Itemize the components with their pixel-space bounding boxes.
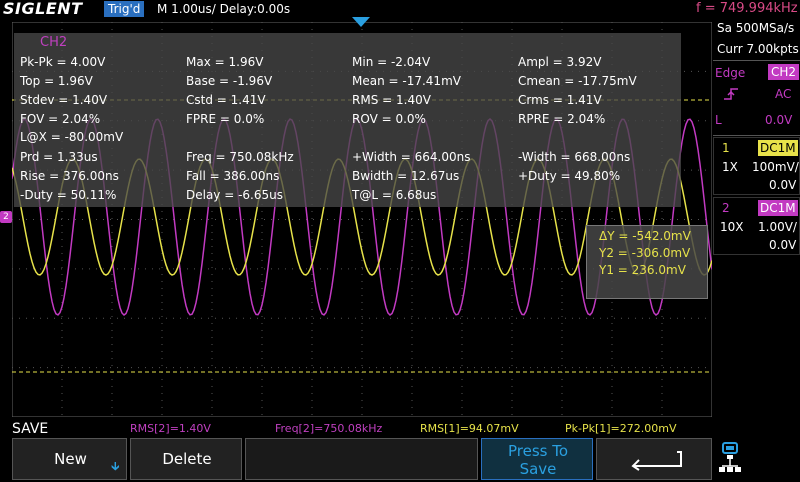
- ch1-offset: 0.0V: [769, 178, 797, 192]
- measurement-value: Mean = -17.41mV: [352, 74, 461, 88]
- return-arrow-icon: [631, 451, 682, 471]
- measurement-value: Cmean = -17.75mV: [518, 74, 637, 88]
- status-measure-4: Pk-Pk[1]=272.00mV: [565, 422, 677, 435]
- press-to-save-label: Press To Save: [507, 442, 569, 478]
- cursor-y1: Y1 = 236.0mV: [599, 263, 686, 277]
- network-usb-status-icon: [716, 440, 746, 478]
- ch2-coupling: DC1M: [758, 200, 798, 216]
- delete-label: Delete: [162, 450, 212, 468]
- measurement-value: Delay = -6.65us: [186, 188, 284, 202]
- sample-rate: Sa 500MSa/s: [717, 21, 795, 35]
- new-button[interactable]: New 🡳: [12, 438, 127, 480]
- trigger-level-label: L: [715, 113, 722, 127]
- grid-lines: [12, 22, 712, 417]
- measurement-value: FOV = 2.04%: [20, 112, 101, 126]
- measurement-value: Ampl = 3.92V: [518, 55, 602, 69]
- measurement-value: Rise = 376.00ns: [20, 169, 119, 183]
- ch2-settings[interactable]: 2 DC1M 10X 1.00V/ 0.0V: [713, 197, 800, 255]
- measurement-value: Prd = 1.33us: [20, 150, 98, 164]
- cursor-y2: Y2 = -306.0mV: [599, 246, 691, 260]
- frequency-counter: f = 749.994kHz: [696, 1, 798, 16]
- trigger-position-marker[interactable]: [352, 17, 370, 27]
- measurement-value: RPRE = 2.04%: [518, 112, 606, 126]
- status-measure-1: RMS[2]=1.40V: [130, 422, 211, 435]
- measurement-value: +Duty = 49.80%: [518, 169, 621, 183]
- measurement-value: Base = -1.96V: [186, 74, 273, 88]
- cursor-readout: ΔY = -542.0mV Y2 = -306.0mV Y1 = 236.0mV: [586, 225, 708, 299]
- ch2-ground-marker[interactable]: 2: [0, 211, 12, 223]
- ch2-offset: 0.0V: [769, 238, 797, 252]
- measurement-value: Max = 1.96V: [186, 55, 264, 69]
- measurement-value: Freq = 750.08kHz: [186, 150, 294, 164]
- ch1-number: 1: [722, 141, 730, 155]
- ch2-probe: 10X: [720, 220, 744, 234]
- measurement-value: ROV = 0.0%: [352, 112, 426, 126]
- trigger-type[interactable]: Edge: [715, 66, 746, 80]
- measurement-value: Stdev = 1.40V: [20, 93, 108, 107]
- cursor-delta-y: ΔY = -542.0mV: [599, 229, 691, 243]
- measurement-value: Min = -2.04V: [352, 55, 431, 69]
- ch1-scale: 100mV/: [752, 160, 799, 174]
- empty-softkey[interactable]: [245, 438, 478, 480]
- measurement-value: FPRE = 0.0%: [186, 112, 265, 126]
- return-button[interactable]: [596, 438, 712, 480]
- measurement-panel: CH2 Pk-Pk = 4.00V Max = 1.96V Min = -2.04V…: [14, 33, 681, 207]
- measurement-value: -Duty = 50.11%: [20, 188, 117, 202]
- measurement-value: T@L = 6.68us: [352, 188, 437, 202]
- ch1-settings[interactable]: 1 DC1M 1X 100mV/ 0.0V: [713, 137, 800, 195]
- measurement-value: Bwidth = 12.67us: [352, 169, 460, 183]
- measurement-value: Fall = 386.00ns: [186, 169, 280, 183]
- status-bar: SAVE RMS[2]=1.40V Freq[2]=750.08kHz RMS[…: [0, 420, 712, 438]
- delete-button[interactable]: Delete: [130, 438, 242, 480]
- timebase-readout[interactable]: M 1.00us/ Delay:0.00s: [157, 2, 291, 16]
- measurement-value: L@X = -80.00mV: [20, 130, 124, 144]
- arrow-down-icon: 🡳: [111, 459, 120, 473]
- measurement-value: Cstd = 1.41V: [186, 93, 266, 107]
- rising-edge-icon: [723, 86, 739, 100]
- measurement-value: RMS = 1.40V: [352, 93, 431, 107]
- status-measure-3: RMS[1]=94.07mV: [420, 422, 519, 435]
- trigger-coupling[interactable]: AC: [775, 87, 792, 101]
- top-bar: SIGLENT Trig'd M 1.00us/ Delay:0.00s f =…: [0, 0, 800, 18]
- trigger-status[interactable]: Trig'd: [104, 1, 145, 17]
- ch2-scale: 1.00V/: [758, 220, 797, 234]
- ch1-coupling: DC1M: [758, 140, 798, 156]
- memory-depth: Curr 7.00kpts: [717, 42, 799, 56]
- menu-title: SAVE: [12, 421, 49, 437]
- ch2-number: 2: [722, 201, 730, 215]
- measurement-value: +Width = 664.00ns: [352, 150, 471, 164]
- measurement-value: Pk-Pk = 4.00V: [20, 55, 106, 69]
- status-measure-2: Freq[2]=750.08kHz: [275, 422, 383, 435]
- press-to-save-button[interactable]: Press To Save: [481, 438, 593, 480]
- brand-logo: SIGLENT: [3, 0, 83, 18]
- measurement-channel-label: CH2: [40, 35, 68, 50]
- measurement-value: -Width = 668.00ns: [518, 150, 631, 164]
- trigger-level-value[interactable]: 0.0V: [765, 113, 793, 127]
- new-label: New: [54, 450, 87, 468]
- right-info-panel: Sa 500MSa/s Curr 7.00kpts Edge CH2 AC L …: [713, 18, 800, 438]
- measurement-value: Crms = 1.41V: [518, 93, 602, 107]
- ch1-probe: 1X: [722, 160, 738, 174]
- trigger-source[interactable]: CH2: [768, 64, 800, 80]
- measurement-value: Top = 1.96V: [20, 74, 93, 88]
